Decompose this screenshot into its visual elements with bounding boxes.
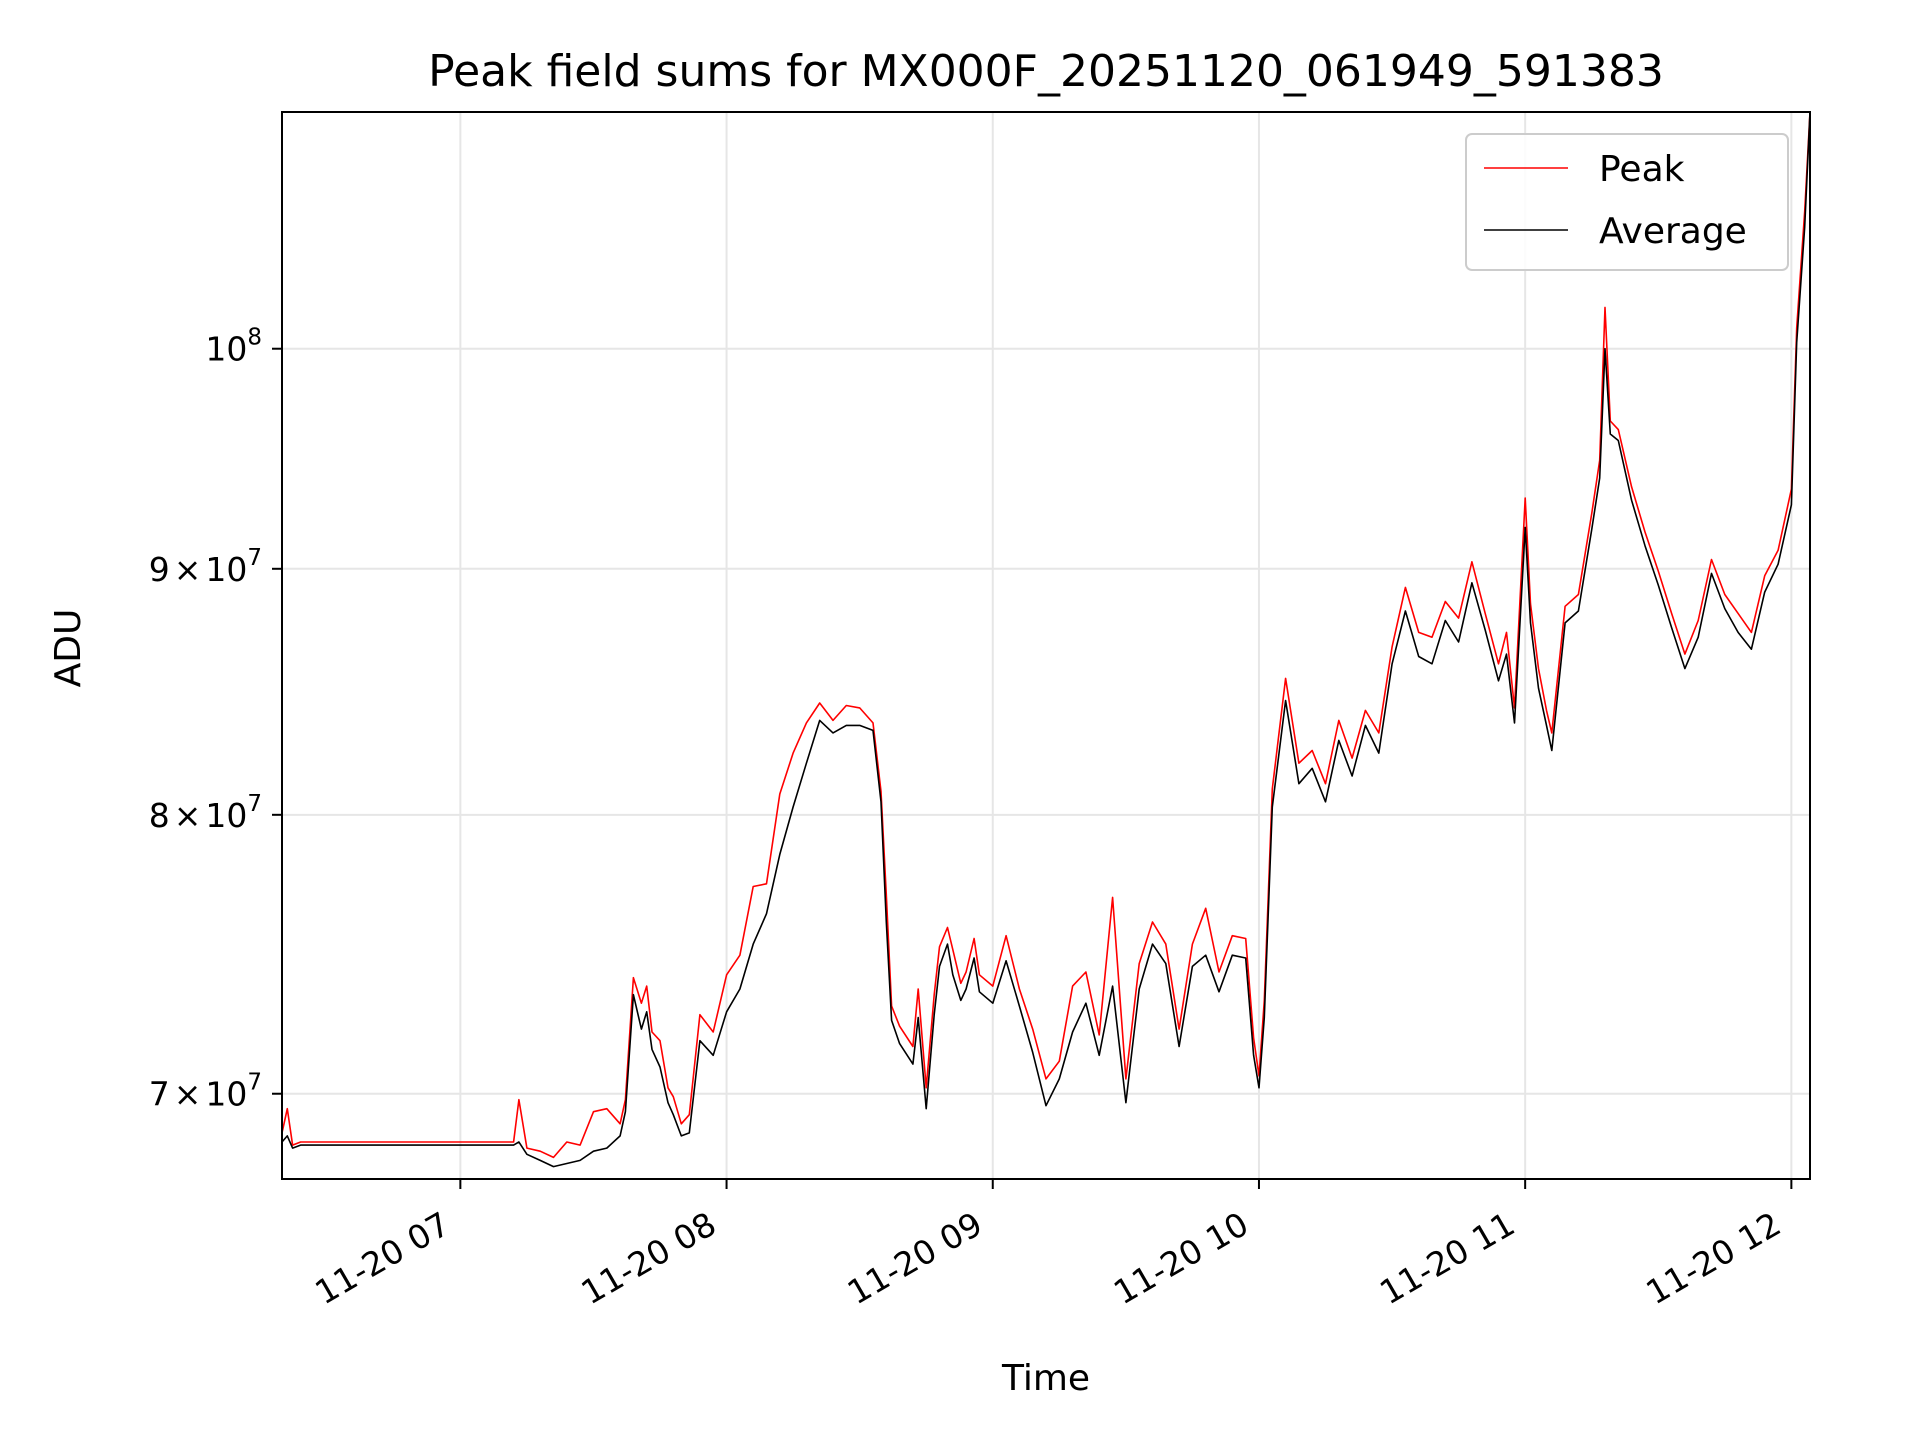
y-tick-exponent: 7 xyxy=(247,1070,262,1096)
chart-title: Peak field sums for MX000F_20251120_0619… xyxy=(428,46,1664,97)
peak-series-line xyxy=(282,112,1810,1159)
y-tick-exponent: 8 xyxy=(247,325,262,351)
legend-peak-label: Peak xyxy=(1599,149,1685,190)
y-tick-label: 9 × 107 xyxy=(149,545,262,589)
y-tick-exponent: 7 xyxy=(247,545,262,571)
y-tick-label: 108 xyxy=(205,325,262,369)
y-tick-base: 10 xyxy=(205,1075,247,1114)
y-tick-mantissa: 9 xyxy=(149,550,170,589)
x-axis-label: Time xyxy=(1001,1358,1090,1399)
y-tick-base: 10 xyxy=(205,550,247,589)
series-layer xyxy=(282,112,1810,1168)
y-tick-exponent: 7 xyxy=(247,791,262,817)
y-tick-label: 7 × 107 xyxy=(149,1070,262,1114)
grid-lines xyxy=(282,112,1810,1179)
y-tick-base: 10 xyxy=(205,330,247,369)
average-series-line xyxy=(282,112,1810,1168)
legend: Peak Average xyxy=(1465,133,1789,271)
plot-frame xyxy=(281,111,1811,1180)
y-tick-label: 8 × 107 xyxy=(149,791,262,835)
y-tick-times: × xyxy=(174,550,202,589)
y-tick-mantissa: 8 xyxy=(149,796,170,835)
legend-average-label: Average xyxy=(1599,211,1747,252)
y-tick-base: 10 xyxy=(205,796,247,835)
y-tick-times: × xyxy=(174,1075,202,1114)
y-tick-mantissa: 7 xyxy=(149,1075,170,1114)
y-tick-times: × xyxy=(174,796,202,835)
y-axis-label: ADU xyxy=(48,609,89,688)
